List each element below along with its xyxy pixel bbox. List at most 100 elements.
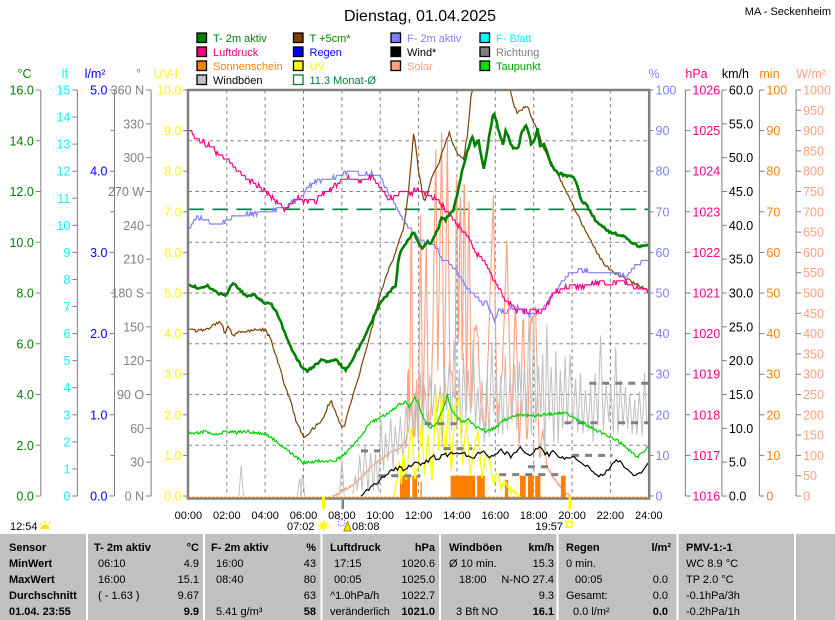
svg-text:2.0: 2.0: [90, 327, 107, 341]
svg-text:9: 9: [63, 246, 70, 260]
svg-text:1023: 1023: [692, 205, 720, 219]
svg-text:40: 40: [656, 327, 670, 341]
svg-text:3 Bft NO: 3 Bft NO: [456, 606, 499, 618]
svg-text:5.0: 5.0: [729, 456, 746, 470]
svg-text:06:00: 06:00: [290, 510, 318, 522]
svg-text:9.9: 9.9: [184, 606, 199, 618]
svg-text:1000: 1000: [803, 84, 831, 98]
svg-text:3.0: 3.0: [164, 368, 181, 382]
svg-text:900: 900: [803, 124, 824, 138]
svg-text:5.0: 5.0: [164, 287, 181, 301]
svg-text:500: 500: [803, 287, 824, 301]
svg-text:1016: 1016: [692, 490, 720, 504]
svg-text:UV-I: UV-I: [154, 67, 178, 81]
svg-text:0 N: 0 N: [125, 490, 144, 504]
svg-text:MinWert: MinWert: [9, 558, 53, 570]
svg-text:°C: °C: [17, 67, 31, 81]
svg-text:10: 10: [656, 449, 670, 463]
svg-text:11: 11: [57, 192, 70, 206]
svg-text:Windböen: Windböen: [449, 542, 502, 554]
svg-text:0.0: 0.0: [653, 606, 668, 618]
svg-text:60: 60: [130, 422, 144, 436]
svg-text:12.0: 12.0: [9, 185, 33, 199]
svg-text:12:54: 12:54: [10, 521, 38, 533]
svg-text:0: 0: [766, 490, 773, 504]
svg-text:-0.1hPa/3h: -0.1hPa/3h: [686, 590, 740, 602]
svg-text:1.0: 1.0: [90, 408, 107, 422]
svg-text:0.0: 0.0: [653, 590, 668, 602]
svg-text:10.0: 10.0: [729, 422, 753, 436]
svg-text:180 S: 180 S: [111, 287, 144, 301]
svg-text:58: 58: [304, 606, 316, 618]
svg-text:1021.0: 1021.0: [401, 606, 435, 618]
svg-text:^1.0hPa/h: ^1.0hPa/h: [330, 590, 379, 602]
svg-text:15.3: 15.3: [533, 558, 554, 570]
svg-text:650: 650: [803, 226, 824, 240]
svg-text:5.41 g/m³: 5.41 g/m³: [216, 606, 263, 618]
svg-text:W/m²: W/m²: [796, 67, 826, 81]
svg-text:Regen: Regen: [566, 542, 600, 554]
svg-text:350: 350: [803, 347, 824, 361]
svg-text:1025.0: 1025.0: [401, 574, 435, 586]
svg-text:Regen: Regen: [310, 47, 342, 59]
svg-text:30: 30: [130, 456, 144, 470]
svg-text:120: 120: [123, 354, 144, 368]
svg-text:6.0: 6.0: [16, 337, 33, 351]
svg-text:Sensor: Sensor: [9, 542, 47, 554]
svg-text:8.0: 8.0: [164, 165, 181, 179]
svg-text:1019: 1019: [692, 368, 720, 382]
svg-text:13: 13: [56, 138, 70, 152]
svg-text:%: %: [306, 542, 316, 554]
svg-text:90: 90: [766, 124, 780, 138]
svg-text:0.0: 0.0: [653, 574, 668, 586]
svg-text:10: 10: [766, 449, 780, 463]
svg-text:1017: 1017: [692, 449, 720, 463]
svg-text:10.0: 10.0: [157, 84, 181, 98]
svg-text:9.0: 9.0: [164, 124, 181, 138]
svg-text:240: 240: [123, 219, 144, 233]
svg-text:1020: 1020: [692, 327, 720, 341]
svg-text:hPa: hPa: [415, 542, 436, 554]
svg-text:16:00: 16:00: [482, 510, 510, 522]
svg-text:550: 550: [803, 266, 824, 280]
svg-text:00:05: 00:05: [575, 574, 603, 586]
svg-text:360 N: 360 N: [111, 84, 144, 98]
svg-text:55.0: 55.0: [729, 117, 753, 131]
svg-text:270 W: 270 W: [108, 185, 144, 199]
svg-text:30: 30: [656, 368, 670, 382]
svg-text:16:00: 16:00: [98, 574, 126, 586]
svg-text:20: 20: [656, 408, 670, 422]
svg-text:330: 330: [123, 117, 144, 131]
svg-text:11.3 Monat-Ø: 11.3 Monat-Ø: [310, 75, 377, 87]
svg-text:800: 800: [803, 165, 824, 179]
svg-text:30.0: 30.0: [729, 287, 753, 301]
svg-text:150: 150: [123, 320, 144, 334]
svg-text:Wind*: Wind*: [407, 47, 437, 59]
svg-text:50: 50: [803, 469, 817, 483]
svg-text:10: 10: [56, 219, 70, 233]
svg-text:Luftdruck: Luftdruck: [213, 47, 259, 59]
svg-text:25.0: 25.0: [729, 320, 753, 334]
svg-text:200: 200: [803, 408, 824, 422]
svg-text:15: 15: [56, 84, 70, 98]
svg-text:°C: °C: [187, 542, 199, 554]
svg-text:veränderlich: veränderlich: [330, 606, 390, 618]
svg-text:4.0: 4.0: [90, 165, 107, 179]
svg-text:50.0: 50.0: [729, 151, 753, 165]
svg-text:( - 1.63 ): ( - 1.63 ): [98, 590, 140, 602]
svg-text:km/h: km/h: [528, 542, 554, 554]
svg-text:T +5cm*: T +5cm*: [310, 33, 352, 45]
svg-text:1025: 1025: [692, 124, 720, 138]
svg-text:20:00: 20:00: [558, 510, 586, 522]
svg-text:24:00: 24:00: [635, 510, 663, 522]
svg-text:0 min.: 0 min.: [566, 558, 596, 570]
svg-text:MA - Seckenheim: MA - Seckenheim: [745, 6, 831, 18]
svg-text:min: min: [759, 67, 779, 81]
svg-text:70: 70: [766, 205, 780, 219]
svg-text:1022: 1022: [692, 246, 720, 260]
svg-text:9.3: 9.3: [539, 590, 554, 602]
svg-text:14.0: 14.0: [9, 134, 33, 148]
svg-text:5: 5: [63, 354, 70, 368]
svg-text:01.04. 23:55: 01.04. 23:55: [9, 606, 71, 618]
svg-text:30: 30: [766, 368, 780, 382]
